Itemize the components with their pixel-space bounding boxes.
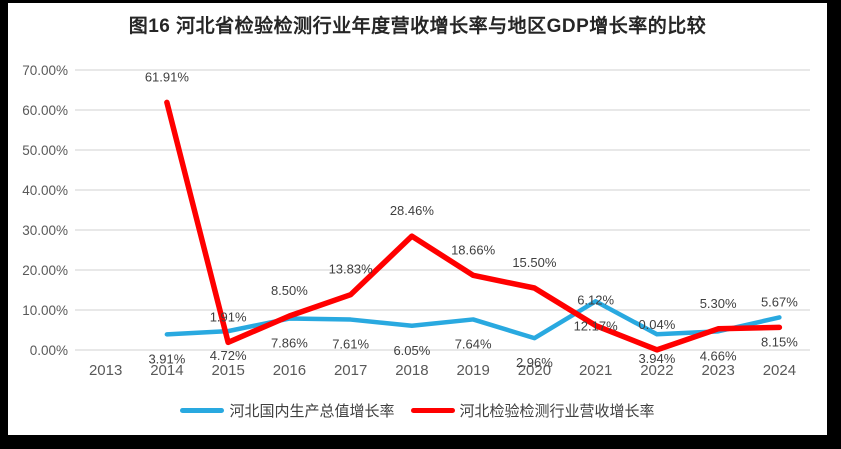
data-label-gdp: 4.72% bbox=[210, 348, 247, 363]
x-tick-label: 2019 bbox=[456, 362, 489, 379]
data-label-gdp: 8.15% bbox=[761, 334, 798, 349]
data-label-revenue: 5.30% bbox=[700, 296, 737, 311]
chart-title: 图16 河北省检验检测行业年度营收增长率与地区GDP增长率的比较 bbox=[128, 16, 707, 37]
chart-legend: 河北国内生产总值增长率 河北检验检测行业营收增长率 bbox=[8, 400, 827, 421]
data-label-gdp: 4.66% bbox=[700, 348, 737, 363]
y-tick-label: 30.00% bbox=[22, 223, 68, 238]
x-tick-label: 2022 bbox=[640, 362, 673, 379]
data-label-gdp: 12.17% bbox=[574, 318, 619, 333]
data-label-revenue: 6.12% bbox=[577, 293, 614, 308]
data-label-gdp: 7.61% bbox=[332, 337, 369, 352]
y-tick-label: 10.00% bbox=[22, 303, 68, 318]
chart-canvas bbox=[8, 3, 827, 435]
data-label-gdp: 3.91% bbox=[148, 351, 185, 366]
series-line-gdp bbox=[164, 299, 782, 341]
data-label-gdp: 3.94% bbox=[638, 351, 675, 366]
x-tick-label: 2015 bbox=[211, 362, 244, 379]
x-tick-label: 2018 bbox=[395, 362, 428, 379]
y-tick-label: 50.00% bbox=[22, 143, 68, 158]
data-label-revenue: 0.04% bbox=[638, 317, 675, 332]
x-tick-label: 2021 bbox=[579, 362, 612, 379]
series-line-revenue bbox=[164, 99, 783, 353]
legend-label-gdp: 河北国内生产总值增长率 bbox=[229, 403, 395, 420]
x-tick-label: 2014 bbox=[150, 362, 183, 379]
x-tick-label: 2016 bbox=[273, 362, 306, 379]
data-label-revenue: 13.83% bbox=[329, 262, 374, 277]
x-tick-label: 2020 bbox=[518, 362, 551, 379]
legend-swatch-gdp-line bbox=[180, 408, 225, 413]
y-tick-label: 0.00% bbox=[30, 343, 68, 358]
data-label-gdp: 7.86% bbox=[271, 336, 308, 351]
data-label-revenue: 15.50% bbox=[512, 255, 557, 270]
x-tick-label: 2023 bbox=[701, 362, 734, 379]
data-label-revenue: 28.46% bbox=[390, 203, 435, 218]
data-label-gdp: 2.96% bbox=[516, 355, 553, 370]
y-tick-label: 20.00% bbox=[22, 263, 68, 278]
legend-label-revenue: 河北检验检测行业营收增长率 bbox=[459, 403, 655, 420]
data-label-revenue: 5.67% bbox=[761, 294, 798, 309]
data-label-revenue: 1.91% bbox=[210, 309, 247, 324]
y-tick-label: 60.00% bbox=[22, 103, 68, 118]
data-label-revenue: 8.50% bbox=[271, 283, 308, 298]
data-label-revenue: 61.91% bbox=[145, 69, 190, 84]
x-tick-label: 2024 bbox=[763, 362, 796, 379]
legend-swatch-revenue-line bbox=[410, 408, 455, 413]
data-label-revenue: 18.66% bbox=[451, 242, 496, 257]
data-label-gdp: 6.05% bbox=[393, 343, 430, 358]
y-tick-label: 40.00% bbox=[22, 183, 68, 198]
y-tick-label: 70.00% bbox=[22, 63, 68, 78]
x-tick-label: 2013 bbox=[89, 362, 122, 379]
x-tick-label: 2017 bbox=[334, 362, 367, 379]
data-label-gdp: 7.64% bbox=[455, 336, 492, 351]
